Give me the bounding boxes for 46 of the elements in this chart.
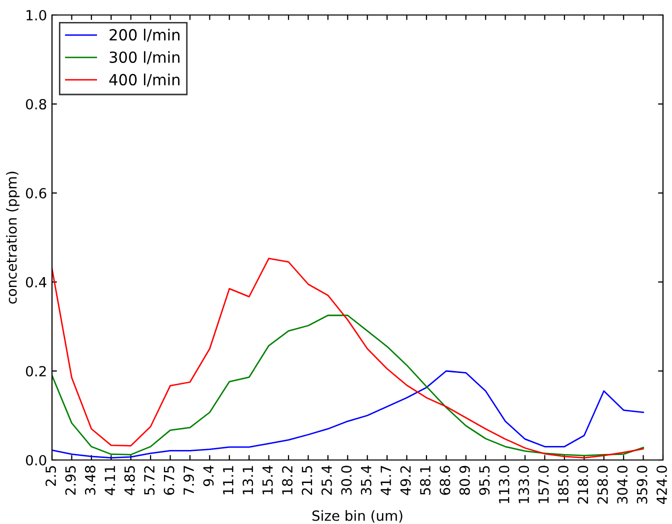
- y-tick-label: 1.0: [26, 10, 46, 20]
- x-tick-label: 30.0: [341, 466, 352, 495]
- x-tick-label: 7.97: [183, 466, 194, 495]
- line-series: [52, 258, 644, 458]
- x-axis-title: Size bin (um): [312, 510, 402, 523]
- x-tick-label: 15.4: [262, 466, 273, 494]
- y-tick-label: 0.4: [26, 276, 46, 288]
- x-tick-label: 3.48: [84, 466, 96, 495]
- x-tick-label: 133.0: [518, 466, 530, 504]
- x-tick-label: 4.85: [124, 466, 135, 496]
- x-tick-label: 13.1: [242, 466, 254, 494]
- legend-label: 400 l/min: [109, 74, 180, 87]
- x-tick-label: 6.75: [164, 466, 174, 495]
- x-tick-label: 218.0: [578, 466, 588, 504]
- x-tick-label: 95.5: [479, 466, 490, 495]
- y-tick-label: 0.6: [26, 188, 46, 198]
- x-tick-label: 2.95: [65, 466, 76, 495]
- x-tick-label: 113.0: [498, 466, 510, 504]
- x-tick-label: 49.2: [400, 466, 411, 496]
- x-tick-label: 5.72: [144, 466, 155, 495]
- x-tick-label: 25.4: [321, 466, 332, 495]
- x-tick-label: 4.11: [104, 466, 115, 496]
- x-tick-label: 58.1: [420, 466, 431, 495]
- x-tick-label: 11.1: [223, 466, 234, 494]
- x-tick-label: 9.4: [203, 466, 214, 486]
- line-series: [52, 314, 644, 456]
- x-tick-label: 18.2: [282, 466, 293, 494]
- x-tick-label: 185.0: [558, 466, 568, 504]
- x-tick-label: 157.0: [538, 466, 549, 504]
- x-tick-label: 35.4: [360, 466, 372, 495]
- y-tick-label: 0.0: [26, 454, 46, 466]
- x-tick-label: 21.5: [302, 466, 312, 495]
- x-tick-label: 359.0: [636, 466, 648, 504]
- line-series: [52, 370, 644, 458]
- x-tick-label: 41.7: [380, 466, 391, 496]
- x-tick-label: 304.0: [617, 466, 628, 504]
- legend-label: 200 l/min: [110, 28, 180, 42]
- legend-label: 300 l/min: [110, 51, 180, 64]
- x-tick-label: 80.9: [459, 466, 470, 495]
- y-axis-title: concetration (ppm): [6, 172, 20, 304]
- x-tick-label: 2.5: [46, 466, 56, 486]
- y-tick-label: 0.8: [26, 98, 46, 110]
- x-tick-label: 258.0: [597, 466, 608, 504]
- x-tick-label: 424.0: [656, 466, 668, 504]
- y-tick-label: 0.2: [26, 366, 46, 376]
- x-tick-label: 68.6: [440, 466, 450, 495]
